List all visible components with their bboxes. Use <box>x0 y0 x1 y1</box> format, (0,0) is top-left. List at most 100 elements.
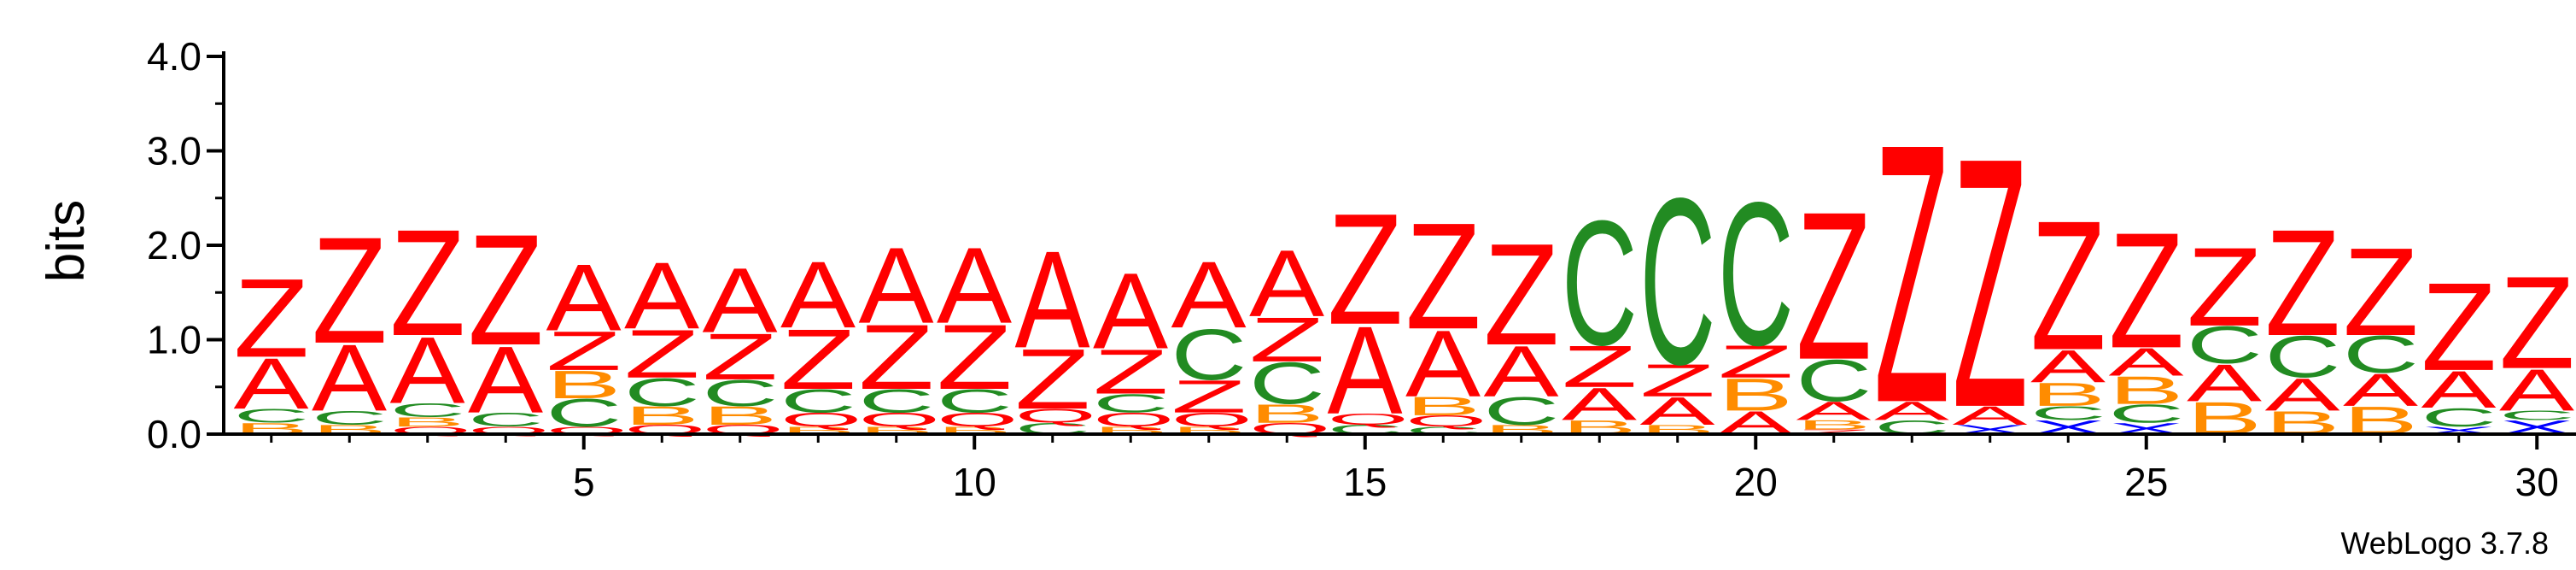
x-tick-label: 30 <box>2515 460 2559 504</box>
logo-letter-c: C <box>1249 351 1325 417</box>
logo-letter-z: Z <box>937 306 1013 409</box>
logo-letter-a: A <box>312 325 388 431</box>
logo-letter-z: Z <box>1796 428 1872 436</box>
logo-letter-a: A <box>1171 242 1247 348</box>
y-axis-label: bits <box>37 200 96 282</box>
logo-letter-q: Q <box>1405 412 1487 430</box>
logo-letter-a: A <box>1249 231 1325 337</box>
logo-letter-c: C <box>2030 402 2106 424</box>
logo-letter-z: Z <box>234 256 310 381</box>
logo-letter-c: C <box>2265 325 2341 391</box>
logo-letter-b: B <box>546 362 622 407</box>
logo-letter-a: A <box>234 343 309 425</box>
logo-letter-z: Z <box>1328 181 1404 358</box>
x-tick-label: 20 <box>1734 460 1778 504</box>
logo-letter-c: C <box>780 383 856 420</box>
logo-letter-q: Q <box>780 408 862 431</box>
logo-letter-z: Z <box>2265 198 2341 367</box>
logo-letter-q: Q <box>1093 408 1175 431</box>
logo-letter-b: B <box>390 414 465 429</box>
logo-letter-z: Z <box>468 202 544 379</box>
logo-letter-a: A <box>1562 379 1638 430</box>
logo-letter-a: A <box>1405 311 1481 417</box>
logo-letter-z: Z <box>703 320 779 393</box>
logo-letter-c: C <box>312 407 388 429</box>
logo-letter-z: Z <box>312 206 388 375</box>
logo-letter-q: Q <box>937 408 1019 431</box>
x-tick-label: 25 <box>2124 460 2168 504</box>
x-tick-label: 15 <box>1343 460 1387 504</box>
logo-letter-z: Z <box>1171 371 1247 422</box>
y-tick-label: 1.0 <box>147 318 202 362</box>
logo-letter-b: B <box>1718 369 1793 420</box>
logo-letter-z: Z <box>1249 305 1325 375</box>
logo-letter-c: C <box>1562 184 1638 383</box>
y-tick-label: 3.0 <box>147 129 202 173</box>
logo-letter-c: C <box>1171 314 1247 396</box>
logo-letter-c: C <box>1484 389 1560 433</box>
logo-stack: XAZ <box>1953 85 2029 483</box>
logo-letter-a: A <box>390 317 466 423</box>
logo-letter-z: Z <box>546 320 622 382</box>
logo-letter-a: A <box>624 243 700 349</box>
logo-letter-c: C <box>703 373 779 414</box>
logo-letter-a: A <box>859 226 935 346</box>
logo-letter-a: A <box>780 242 856 348</box>
logo-letter-c: C <box>2109 399 2185 428</box>
logo-letter-a: A <box>1874 397 1949 426</box>
logo-letter-c: C <box>2343 325 2419 384</box>
logo-letter-z: Z <box>2109 198 2185 383</box>
logo-letter-a: A <box>1640 389 1715 433</box>
logo-letter-z: Z <box>780 312 856 408</box>
logo-letter-c: C <box>2187 315 2263 374</box>
logo-letter-c: C <box>1718 161 1794 389</box>
logo-letter-a: A <box>2187 354 2262 413</box>
logo-letter-z: Z <box>1015 332 1091 427</box>
logo-letter-z: Z <box>1405 191 1481 361</box>
logo-letter-a: A <box>546 244 622 350</box>
logo-letter-a: A <box>2030 341 2106 392</box>
logo-letter-z: Z <box>390 198 466 367</box>
logo-letter-z: Z <box>1953 85 2029 483</box>
logo-letter-a: A <box>1015 223 1090 378</box>
plot-area: BCAZBCAZQBCAZQCAZQCBZAQBCZAQBCZABQCZABQC… <box>234 68 2575 482</box>
logo-letter-q: Q <box>859 408 941 431</box>
logo-letter-z: Z <box>1640 355 1716 406</box>
logo-letter-q: Q <box>1015 405 1097 427</box>
logo-stack: CAZ <box>1874 68 1950 480</box>
logo-letter-b: B <box>2109 368 2184 413</box>
logo-letter-z: Z <box>1796 167 1872 403</box>
logo-letter-b: B <box>624 401 699 430</box>
logo-letter-c: C <box>546 391 622 435</box>
logo-letter-z: Z <box>1093 337 1169 407</box>
logo-letter-z: Z <box>2030 181 2106 388</box>
y-tick-label: 2.0 <box>147 223 202 267</box>
logo-letter-b: B <box>1405 391 1481 420</box>
logo-letter-z: Z <box>1718 336 1794 387</box>
logo-letter-z: Z <box>1874 68 1950 480</box>
logo-letter-z: Z <box>2421 256 2497 397</box>
logo-letter-z: Z <box>624 315 700 392</box>
logo-letter-c: C <box>390 399 466 421</box>
